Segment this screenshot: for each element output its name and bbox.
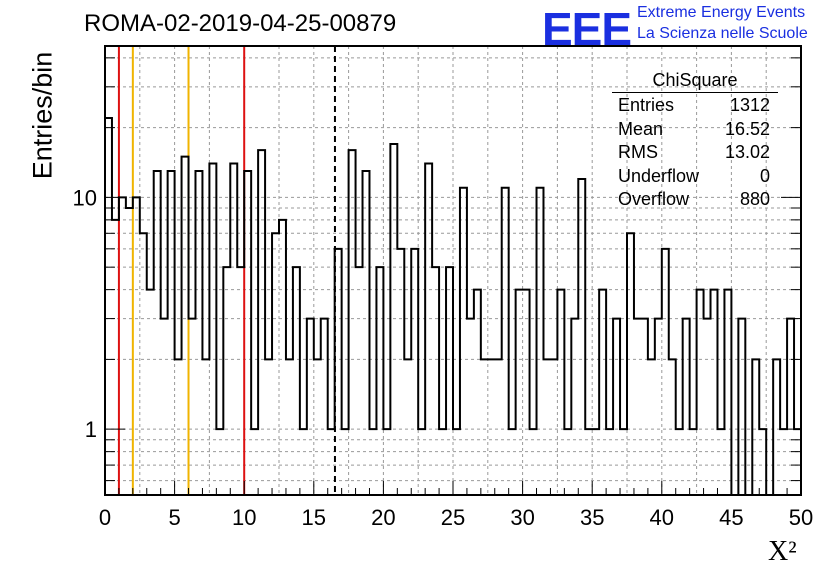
- logo-line-1: Extreme Energy Events: [637, 4, 806, 21]
- y-tick-label: 1: [85, 417, 97, 442]
- reference-lines: [117, 46, 336, 495]
- x-tick-label: 30: [510, 505, 534, 530]
- stats-value: 16.52: [724, 118, 770, 139]
- stats-label: Entries: [618, 95, 675, 115]
- axis-tick-labels: 0 5 10 15 20 25 30 35 40 45 50 1 10: [73, 185, 814, 530]
- x-tick-label: 15: [302, 505, 326, 530]
- stats-divider: [612, 92, 778, 93]
- x-tick-label: 40: [650, 505, 674, 530]
- x-tick-label: 45: [719, 505, 743, 530]
- x-tick-label: 25: [441, 505, 465, 530]
- stats-row-entries: Entries 1312: [612, 95, 778, 119]
- eee-logo: EEE: [542, 3, 632, 55]
- stats-label: Overflow: [618, 189, 690, 209]
- chart-title: ROMA-02-2019-04-25-00879: [84, 10, 397, 37]
- stats-row-mean: Mean 16.52: [612, 119, 778, 143]
- x-tick-label: 20: [371, 505, 395, 530]
- stats-value: 1312: [729, 95, 770, 115]
- stats-row-overflow: Overflow 880: [612, 189, 778, 213]
- stats-value: 0: [759, 165, 770, 186]
- axis-ticks: [104, 57, 802, 495]
- stats-title: ChiSquare: [652, 70, 738, 90]
- x-tick-label: 50: [789, 505, 813, 530]
- y-tick-label: 10: [73, 185, 97, 210]
- stats-box: ChiSquare Entries 1312 Mean 16.52 RMS 13…: [612, 70, 778, 213]
- stats-value: 13.02: [724, 142, 770, 162]
- stats-value: 880: [739, 189, 770, 209]
- logo-line-2: La Scienza nelle Scuole: [637, 25, 808, 42]
- stats-row-rms: RMS 13.02: [612, 142, 778, 166]
- x-tick-label: 5: [168, 505, 180, 530]
- x-tick-label: 10: [232, 505, 256, 530]
- histogram-series: [105, 117, 801, 495]
- stats-label: Mean: [618, 118, 664, 139]
- stats-label: RMS: [618, 142, 658, 162]
- stats-row-underflow: Underflow 0: [612, 166, 778, 190]
- x-tick-label: 0: [99, 505, 111, 530]
- x-tick-label: 35: [580, 505, 604, 530]
- y-axis-label: Entries/bin: [27, 51, 58, 180]
- stats-label: Underflow: [618, 165, 700, 186]
- x-axis-label: X²: [768, 536, 797, 567]
